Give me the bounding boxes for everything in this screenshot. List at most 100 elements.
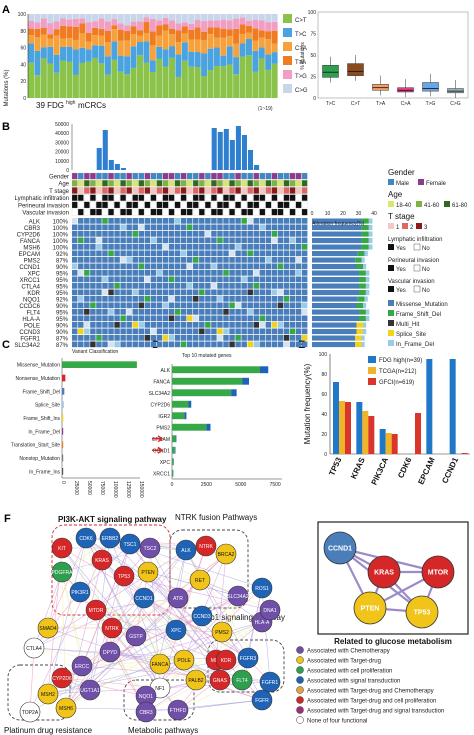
mutation-cell [168, 276, 175, 283]
spectrum-bar-segment [104, 56, 111, 75]
mutation-cell [102, 322, 108, 328]
mutation-cell [144, 231, 151, 237]
gene-bar-other [175, 435, 177, 443]
spectrum-bar-segment [28, 35, 35, 44]
frequency-bar [345, 402, 351, 454]
clinical-cell [205, 180, 211, 187]
mutation-cell [241, 244, 247, 250]
mutation-cell [114, 341, 120, 348]
mutation-cell [271, 218, 278, 224]
clinical-row-label: Gender [49, 175, 69, 181]
mutation-cell [120, 315, 126, 322]
mutation-cell [235, 218, 241, 224]
mutation-cell [241, 341, 247, 348]
clinical-cell [241, 172, 247, 180]
clinical-cell [253, 172, 260, 180]
mutation-cell [277, 309, 284, 315]
mutation-cell [144, 250, 151, 257]
frequency-bar [391, 434, 398, 454]
mutation-cell [217, 231, 223, 237]
legend-swatch [388, 330, 394, 336]
spectrum-bar-segment [239, 17, 246, 25]
spectrum-bar-segment [169, 28, 176, 35]
spectrum-bar-segment [226, 64, 233, 98]
node-label: GSTP [129, 634, 143, 640]
frequency-bar [461, 453, 468, 454]
category-label: In_Frame_Del [28, 429, 60, 435]
clinical-cell [138, 187, 145, 194]
spectrum-bar-segment [213, 27, 220, 38]
clinical-cell [229, 194, 235, 201]
clinical-cell [265, 180, 272, 187]
gene-frequency: 100% [53, 220, 69, 226]
ytick: 20 [321, 432, 327, 438]
mutation-cell [241, 218, 247, 224]
frequency-bar [426, 359, 433, 454]
mutation-cell [150, 244, 157, 250]
mutation-cell [199, 244, 205, 250]
mutation-cell [301, 335, 308, 341]
mutation-cell [108, 244, 114, 250]
mutation-cell [126, 335, 132, 341]
spectrum-bar-segment [47, 23, 54, 35]
mutation-cell [277, 335, 284, 341]
mutation-cell [72, 302, 78, 309]
boxplot-frame [317, 11, 469, 99]
box-iqr [422, 82, 439, 92]
chart-title: Top 10 mutated genes [182, 353, 232, 359]
mutation-cell [265, 224, 272, 231]
spectrum-bar-segment [252, 40, 259, 51]
clinical-cell [96, 201, 102, 209]
box-category: C>T [351, 101, 361, 107]
mutation-cell [277, 250, 284, 257]
mutation-cell [150, 302, 157, 309]
clinical-cell [295, 201, 302, 209]
mutation-cell [78, 289, 84, 296]
mutation-cell [253, 315, 259, 322]
clinical-cell [144, 201, 151, 209]
node-label: GNAS [213, 678, 228, 684]
mutation-cell [205, 315, 211, 322]
network-edge [61, 571, 83, 667]
mutation-cell [217, 263, 223, 270]
mutation-cell [223, 302, 229, 309]
clinical-cell [84, 201, 90, 209]
node-label: TP53 [118, 574, 130, 580]
mutation-cell [283, 315, 290, 322]
legend-text: 18-40 [396, 203, 412, 209]
spectrum-bar-segment [258, 37, 265, 48]
spectrum-bar-segment [245, 55, 252, 98]
network-node [119, 533, 141, 555]
mutation-cell [168, 283, 175, 289]
mutation-cell [72, 231, 78, 237]
clinical-cell [229, 201, 235, 209]
clinical-cell [144, 187, 151, 194]
mutation-cell [211, 302, 217, 309]
mutation-cell [132, 224, 138, 231]
mutation-cell [108, 289, 114, 296]
mutation-cell [174, 276, 181, 283]
spectrum-bar-segment [252, 50, 259, 72]
mutation-cell [229, 263, 235, 270]
node-label: SLC34A2 [227, 594, 249, 600]
mutation-cell [229, 231, 235, 237]
highlight-arrow [152, 446, 164, 454]
spectrum-bar-segment [162, 49, 169, 67]
clinical-cell [114, 194, 120, 201]
node-label: FGFR1 [262, 680, 279, 686]
panel-a-ylabel: Mutations (%) [4, 69, 10, 106]
gene-label: KDR [27, 291, 40, 297]
mutation-cell [90, 250, 96, 257]
spectrum-bar-segment [28, 20, 35, 29]
gene-frequency: 95% [56, 311, 69, 317]
mutation-cell [277, 289, 284, 296]
spectrum-bar-segment [239, 34, 246, 44]
clinical-cell [168, 172, 175, 180]
mutation-cell [90, 244, 96, 250]
mutation-cell [174, 244, 181, 250]
mutation-cell [162, 322, 169, 328]
variant-bar [62, 428, 64, 435]
mutation-cell [162, 296, 169, 302]
spectrum-bar-segment [156, 14, 163, 21]
spectrum-bar-segment [130, 21, 137, 27]
